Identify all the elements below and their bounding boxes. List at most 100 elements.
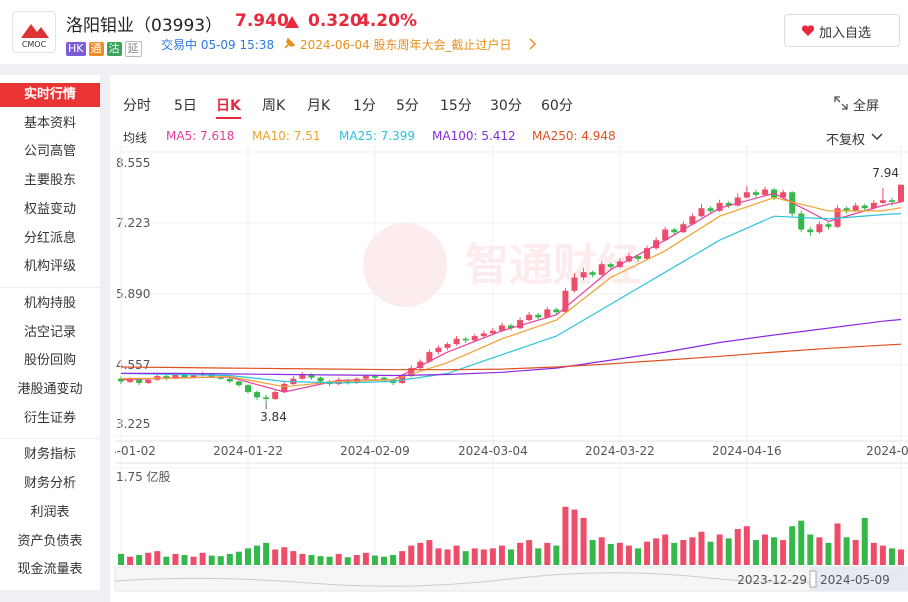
volume-bar bbox=[344, 557, 351, 565]
candle-body bbox=[634, 256, 641, 259]
volume-bar bbox=[680, 540, 687, 565]
navigator-end: 2024-05-09 bbox=[820, 573, 890, 587]
candle-body bbox=[517, 320, 524, 329]
volume-bar bbox=[898, 549, 905, 565]
menu-item[interactable]: 分红派息 bbox=[23, 230, 76, 246]
y-tick-label: 8.555 bbox=[116, 156, 150, 170]
candle-body bbox=[725, 202, 732, 206]
volume-bar bbox=[118, 553, 124, 565]
volume-bar bbox=[263, 542, 270, 565]
tab[interactable]: 5分 bbox=[396, 98, 419, 114]
volume-bar bbox=[480, 549, 487, 565]
tab[interactable]: 日K bbox=[216, 95, 241, 119]
y-tick-label: 5.890 bbox=[116, 287, 150, 301]
menu-item[interactable]: 财务指标 bbox=[23, 447, 76, 463]
navigator-window bbox=[810, 567, 908, 591]
menu-item[interactable]: 沽空记录 bbox=[23, 324, 76, 340]
fullscreen-icon bbox=[834, 96, 848, 110]
volume-bar bbox=[217, 556, 224, 565]
menu-item[interactable]: 利润表 bbox=[30, 504, 70, 520]
menu-item[interactable]: 股份回购 bbox=[23, 353, 76, 369]
candle-body bbox=[471, 336, 478, 341]
volume-bar bbox=[226, 553, 233, 565]
volume-bar bbox=[834, 523, 841, 565]
menu-item[interactable]: 港股通变动 bbox=[17, 382, 83, 397]
tab[interactable]: 月K bbox=[307, 98, 331, 114]
badge: HK bbox=[66, 42, 86, 56]
tab[interactable]: 分时 bbox=[123, 98, 151, 114]
tab[interactable]: 15分 bbox=[440, 98, 472, 114]
volume-bar bbox=[326, 556, 333, 565]
candle-body bbox=[743, 192, 750, 198]
candle-body bbox=[816, 224, 823, 233]
legend-item: MA10: 7.51 bbox=[252, 129, 321, 143]
volume-bar bbox=[299, 553, 306, 565]
event[interactable]: 2024-06-04 股东周年大会_截止过户日 bbox=[300, 38, 512, 52]
change-pct: 4.20% bbox=[358, 11, 417, 31]
menu-item[interactable]: 权益变动 bbox=[23, 201, 76, 217]
volume-bar bbox=[508, 549, 515, 565]
adjust[interactable]: 不复权 bbox=[826, 133, 866, 148]
badges: HK 通沽延 bbox=[66, 37, 145, 57]
menu-item[interactable]: 实时行情 bbox=[0, 83, 100, 107]
menu-item[interactable]: 公司高管 bbox=[23, 144, 76, 160]
volume-bar bbox=[879, 545, 886, 565]
menu-item[interactable]: 现金流量表 bbox=[17, 562, 83, 578]
volume-bar bbox=[752, 540, 759, 565]
candle-body bbox=[680, 224, 687, 233]
candle-body bbox=[254, 392, 261, 398]
candle-body bbox=[308, 374, 315, 378]
volume-bar bbox=[843, 537, 850, 565]
header: CMOC 洛阳钼业（03993） 7.940 0.320 4.20% HK 通沽延… bbox=[0, 0, 908, 64]
candle-body bbox=[417, 361, 424, 369]
menu-item[interactable]: 机构持股 bbox=[23, 295, 76, 311]
pin-shape bbox=[284, 37, 296, 49]
separator bbox=[0, 438, 100, 440]
tab[interactable]: 1分 bbox=[353, 98, 376, 114]
tab[interactable]: 60分 bbox=[541, 98, 573, 114]
candle-body bbox=[163, 376, 170, 379]
menu-item[interactable]: 财务分析 bbox=[23, 476, 76, 492]
watermark: 智通财经 bbox=[465, 240, 641, 291]
menu-item[interactable]: 衍生证券 bbox=[23, 410, 76, 426]
volume-bar bbox=[208, 555, 215, 565]
badge: 通 bbox=[88, 42, 104, 56]
candle-body bbox=[498, 325, 505, 331]
candle-body bbox=[589, 272, 596, 275]
x-tick-label: 2024-05-09 bbox=[866, 444, 908, 458]
candle-body bbox=[408, 368, 415, 377]
candle-body bbox=[879, 200, 886, 203]
volume-bar bbox=[644, 541, 651, 565]
menu-item[interactable]: 基本资料 bbox=[23, 115, 76, 131]
candle-body bbox=[190, 375, 197, 378]
candle-body bbox=[689, 216, 696, 225]
change: 0.320 bbox=[308, 11, 362, 31]
volume-bar bbox=[625, 545, 632, 565]
volume-bar bbox=[127, 556, 134, 565]
menu-item[interactable]: 主要股东 bbox=[23, 173, 76, 189]
tab[interactable]: 30分 bbox=[490, 98, 522, 114]
volume-bar bbox=[562, 506, 569, 565]
candle-body bbox=[888, 200, 895, 202]
volume-bar bbox=[181, 555, 188, 565]
tab[interactable]: 周K bbox=[262, 98, 286, 114]
fullscreen[interactable]: 全屏 bbox=[853, 99, 880, 114]
watch-button[interactable]: 加入自选 bbox=[784, 14, 900, 47]
candle-body bbox=[235, 381, 242, 386]
candle-body bbox=[580, 272, 587, 278]
menu-item[interactable]: 机构评级 bbox=[23, 259, 76, 275]
candle-body bbox=[662, 229, 669, 241]
tab[interactable]: 5日 bbox=[174, 98, 197, 114]
menu-item[interactable]: 资产负债表 bbox=[17, 533, 83, 549]
volume-bar bbox=[408, 545, 415, 565]
candle-body bbox=[852, 205, 859, 211]
logo-text: CMOC bbox=[22, 40, 47, 49]
candle-body bbox=[462, 338, 469, 341]
volume-bar bbox=[362, 552, 369, 565]
volume-bar bbox=[163, 556, 170, 565]
volume-bar bbox=[662, 534, 669, 565]
navigator-handle[interactable] bbox=[809, 570, 817, 588]
ma-line bbox=[120, 192, 902, 393]
volume-bar bbox=[235, 551, 242, 565]
volume-bar bbox=[462, 551, 469, 565]
